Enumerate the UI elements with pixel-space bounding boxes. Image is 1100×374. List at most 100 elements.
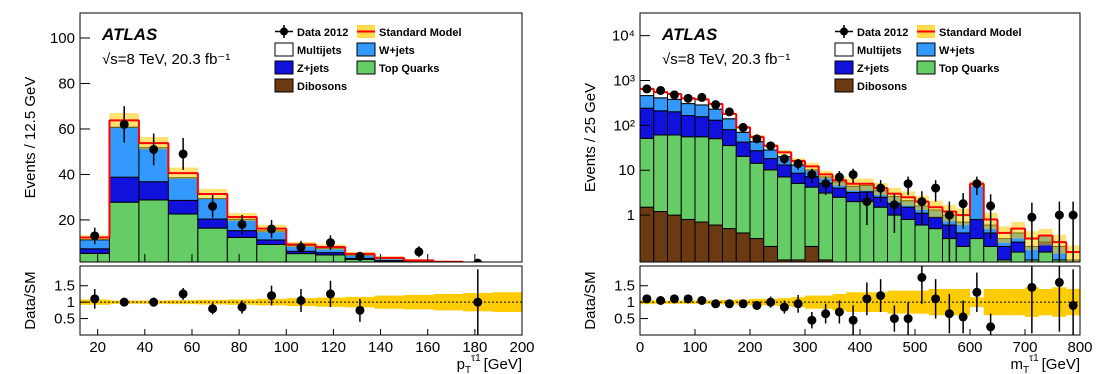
data-point xyxy=(986,201,996,211)
ratio-point xyxy=(119,297,129,307)
data-point xyxy=(355,251,365,261)
legend-swatch xyxy=(834,42,854,57)
legend-label: Multijets xyxy=(297,45,342,57)
data-point xyxy=(414,247,424,257)
ratio-point xyxy=(972,287,982,297)
x-tick-label: 140 xyxy=(368,339,393,356)
x-tick-label: 40 xyxy=(136,339,153,356)
data-point xyxy=(972,179,982,189)
stack-segment xyxy=(640,95,655,109)
stack-segment xyxy=(463,264,492,265)
ratio-band xyxy=(887,290,902,314)
stack-segment xyxy=(167,199,199,215)
stack-segment xyxy=(777,164,792,178)
ratio-point xyxy=(724,299,734,309)
ratio-point xyxy=(325,289,335,299)
y-tick-label: 80 xyxy=(58,75,75,92)
legend-label: Dibosons xyxy=(297,81,347,93)
x-label-unit: [GeV] xyxy=(1042,356,1080,373)
y-tick-label: 20 xyxy=(58,212,75,229)
x-tick-label: 160 xyxy=(415,339,440,356)
ratio-point xyxy=(986,322,996,332)
legend-swatch xyxy=(916,60,936,75)
data-point xyxy=(656,85,666,95)
ratio-point xyxy=(766,297,776,307)
ratio-point xyxy=(752,300,762,310)
ratio-y-axis-label: Data/SM xyxy=(22,271,39,329)
ratio-band xyxy=(983,289,998,316)
stack-segment xyxy=(708,138,723,226)
main-frame xyxy=(79,12,523,263)
data-point xyxy=(683,93,693,103)
stack-segment xyxy=(167,213,199,262)
stack-segment xyxy=(226,236,258,262)
stack-segment xyxy=(873,206,888,262)
data-point xyxy=(876,183,886,193)
ratio-point xyxy=(697,296,707,305)
ratio-point xyxy=(1027,282,1037,292)
x-label-symbol: m xyxy=(1011,356,1024,373)
ratio-point xyxy=(862,294,872,304)
ratio-point xyxy=(876,291,886,301)
stack-segment xyxy=(997,259,1012,262)
ratio-point xyxy=(779,302,789,312)
data-point xyxy=(821,179,831,189)
stack-segment xyxy=(80,252,110,262)
stack-segment xyxy=(493,264,522,265)
data-point xyxy=(958,199,968,209)
stack-segment xyxy=(197,218,228,229)
stack-segment xyxy=(653,134,668,213)
ratio-point xyxy=(656,296,666,305)
ratio-point xyxy=(355,305,365,315)
stack-segment xyxy=(708,119,723,140)
legend-label: Standard Model xyxy=(379,27,462,39)
data-point xyxy=(766,141,776,151)
ratio-point xyxy=(958,312,968,322)
ratio-band xyxy=(404,294,434,310)
legend-data-marker xyxy=(840,27,848,36)
stack-segment xyxy=(763,149,778,160)
stack-segment xyxy=(694,116,710,138)
stack-segment xyxy=(763,169,778,247)
data-point xyxy=(669,90,679,100)
x-tick-label: 300 xyxy=(792,339,817,356)
stack-segment xyxy=(198,265,227,266)
stack-segment xyxy=(138,199,169,262)
ratio-point xyxy=(821,309,831,319)
ratio-point xyxy=(848,315,858,325)
legend-label: Multijets xyxy=(857,45,902,57)
ratio-band xyxy=(805,295,819,309)
ratio-y-axis-label: Data/SM xyxy=(582,271,599,329)
y-tick-label: 60 xyxy=(58,121,75,138)
data-point xyxy=(752,134,762,144)
x-label-symbol: p xyxy=(457,356,465,373)
ratio-point xyxy=(178,289,188,299)
data-point xyxy=(1027,212,1037,222)
y-tick-label: 10 xyxy=(618,162,635,179)
legend-label: Data 2012 xyxy=(297,27,348,39)
stack-segment xyxy=(640,206,655,262)
stack-segment xyxy=(735,141,751,157)
legend-swatch xyxy=(274,60,294,75)
stack-segment xyxy=(804,186,820,247)
legend-swatch xyxy=(834,60,854,75)
data-point xyxy=(848,170,858,180)
data-point xyxy=(807,170,817,180)
stack-segment xyxy=(80,265,109,266)
stack-segment xyxy=(653,97,668,112)
ratio-point xyxy=(683,294,693,304)
atlas-label: ATLAS xyxy=(101,25,158,44)
x-label-sub: T xyxy=(465,365,471,374)
data-point xyxy=(296,242,306,252)
stack-segment xyxy=(790,259,806,262)
stack-segment xyxy=(818,192,833,261)
stack-segment xyxy=(694,221,710,262)
y-tick-label: 40 xyxy=(58,166,75,183)
stack-segment xyxy=(680,103,696,117)
x-tick-label: 500 xyxy=(902,339,927,356)
stack-segment xyxy=(315,254,346,262)
stack-segment xyxy=(832,196,847,262)
data-point xyxy=(903,179,913,189)
legend-swatch xyxy=(356,42,376,57)
